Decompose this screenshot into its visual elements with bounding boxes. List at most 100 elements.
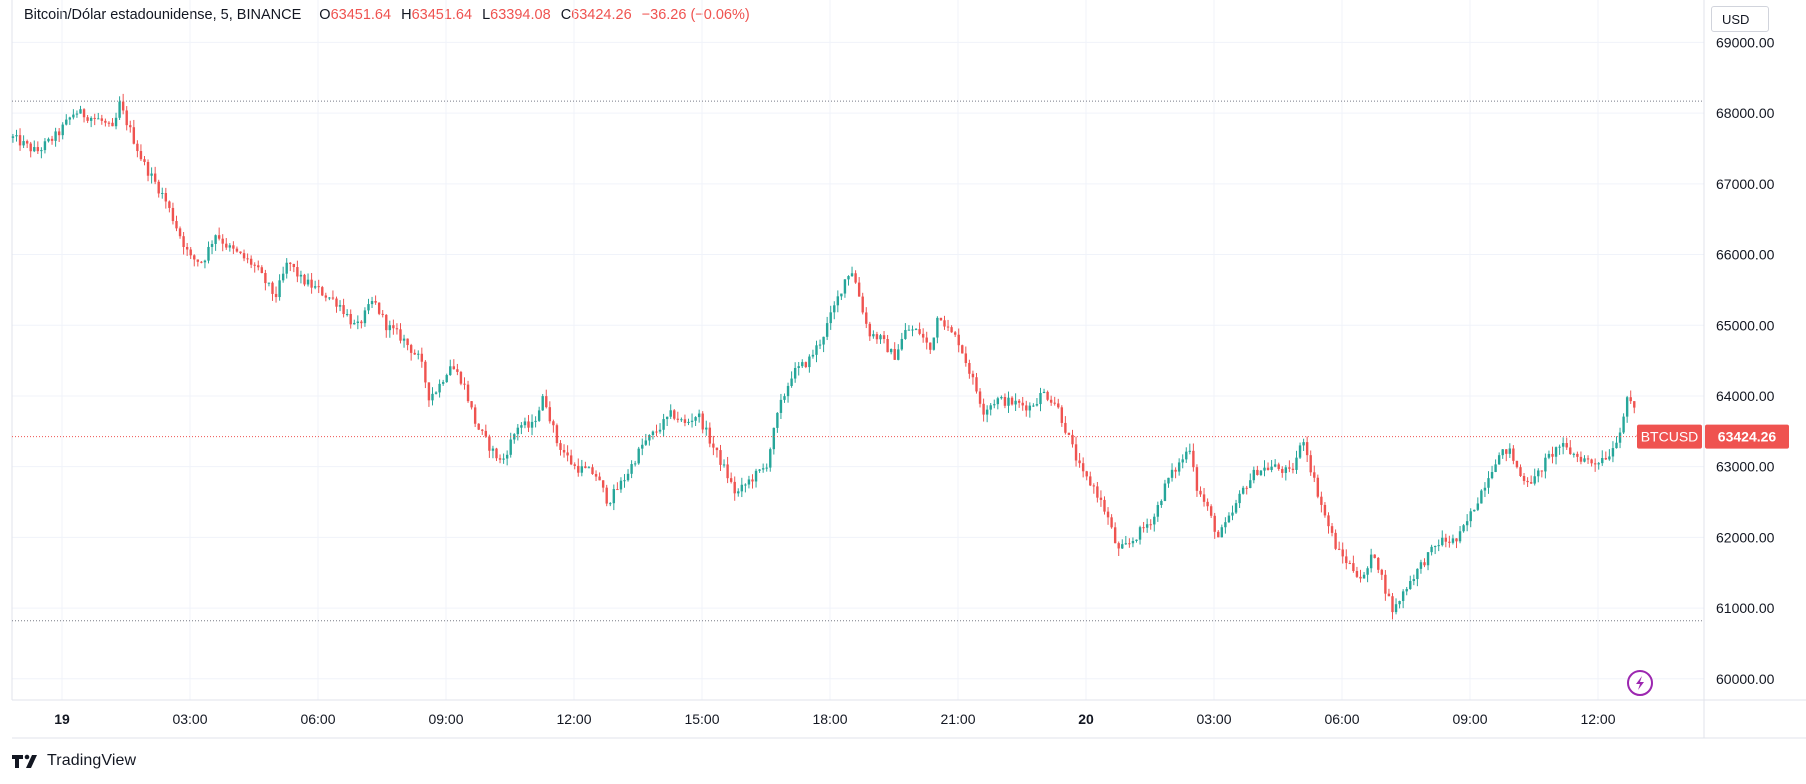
- candle-body: [1601, 457, 1604, 464]
- candle-up: [54, 127, 57, 147]
- candle-body: [1071, 434, 1074, 445]
- candle-up: [1412, 574, 1416, 586]
- candle-up: [313, 280, 317, 290]
- candle-down: [260, 265, 264, 274]
- candle-body: [129, 125, 132, 128]
- candle-up: [911, 325, 914, 337]
- candle-up: [662, 413, 665, 437]
- candle-down: [249, 255, 253, 269]
- candle-body: [562, 449, 566, 453]
- candle-body: [1565, 443, 1568, 448]
- candle-body: [502, 458, 505, 460]
- candle-body: [993, 404, 996, 406]
- candle-up: [985, 405, 989, 423]
- candle-body: [43, 141, 47, 151]
- candle-body: [886, 339, 889, 353]
- candle-down: [1291, 462, 1295, 474]
- candle-body: [715, 447, 719, 451]
- candle-body: [545, 396, 548, 408]
- candle-down: [1593, 458, 1597, 472]
- candle-body: [1451, 538, 1455, 543]
- candle-down: [683, 414, 687, 427]
- candle-body: [377, 302, 381, 314]
- time-tick-label: 20: [1078, 711, 1094, 727]
- candle-up: [370, 296, 374, 309]
- low-label: L: [482, 7, 491, 23]
- candle-up: [449, 359, 452, 376]
- candle-up: [530, 414, 534, 436]
- candle-body: [111, 122, 114, 127]
- candle-up: [15, 129, 18, 142]
- candle-down: [982, 398, 985, 422]
- candle-up: [1160, 499, 1163, 508]
- candle-up: [1622, 413, 1625, 435]
- chart-legend: Bitcoin/Dólar estadounidense, 5, BINANCE…: [24, 7, 750, 23]
- candle-body: [1412, 579, 1416, 582]
- candle-down: [1099, 490, 1103, 507]
- candle-down: [729, 472, 733, 484]
- candle-up: [363, 307, 367, 327]
- candle-down: [1455, 538, 1458, 549]
- candle-body: [637, 448, 640, 464]
- candle-body: [466, 384, 470, 402]
- candle-down: [217, 227, 221, 241]
- candle-down: [121, 93, 125, 115]
- candle-body: [1633, 401, 1636, 408]
- candle-body: [1249, 480, 1252, 488]
- candle-body: [1213, 515, 1216, 532]
- candle-down: [1003, 393, 1007, 409]
- candle-up: [818, 339, 822, 350]
- candle-body: [1327, 515, 1330, 527]
- candle-up: [491, 445, 495, 459]
- candle-body: [1252, 469, 1256, 481]
- candle-up: [505, 450, 509, 466]
- candle-up: [306, 273, 310, 287]
- candle-down: [86, 115, 89, 124]
- candle-down: [303, 273, 306, 287]
- candle-up: [1042, 388, 1046, 394]
- candle-body: [1135, 539, 1138, 542]
- candle-body: [1348, 563, 1352, 565]
- candle-body: [1423, 562, 1426, 566]
- candle-body: [217, 235, 221, 239]
- candle-body: [143, 159, 146, 162]
- candle-body: [815, 345, 818, 355]
- candle-body: [779, 399, 783, 413]
- currency-button[interactable]: USD: [1711, 6, 1769, 32]
- candle-body: [139, 151, 143, 160]
- candle-down: [1096, 481, 1099, 503]
- candle-down: [427, 382, 431, 407]
- candle-up: [278, 274, 281, 301]
- candle-body: [527, 421, 530, 428]
- tradingview-logo[interactable]: TradingView: [12, 752, 136, 770]
- time-tick-label: 09:00: [428, 711, 463, 727]
- candle-body: [1394, 604, 1398, 613]
- candle-body: [1313, 472, 1316, 478]
- candle-down: [953, 330, 957, 338]
- candle-body: [1177, 462, 1181, 472]
- candle-body: [1405, 589, 1408, 592]
- candle-up: [580, 459, 584, 477]
- lightning-icon[interactable]: [1627, 670, 1653, 696]
- candle-body: [594, 474, 598, 477]
- candle-down: [594, 470, 598, 482]
- candle-down: [452, 359, 456, 370]
- candle-up: [353, 319, 356, 325]
- candle-down: [1320, 491, 1323, 513]
- candle-body: [210, 243, 214, 247]
- candle-up: [1121, 539, 1124, 549]
- candle-up: [609, 502, 612, 507]
- candle-body: [1010, 397, 1014, 405]
- price-tick-label: 67000.00: [1716, 176, 1775, 192]
- candle-down: [406, 338, 409, 351]
- symbol-badge: [1637, 424, 1702, 449]
- candle-up: [11, 133, 15, 143]
- candle-body: [765, 467, 768, 469]
- candle-up: [1398, 600, 1401, 609]
- candle-body: [822, 336, 825, 345]
- candle-body: [520, 425, 523, 428]
- candle-down: [865, 307, 868, 329]
- candle-body: [808, 356, 811, 368]
- candle-body: [193, 255, 196, 260]
